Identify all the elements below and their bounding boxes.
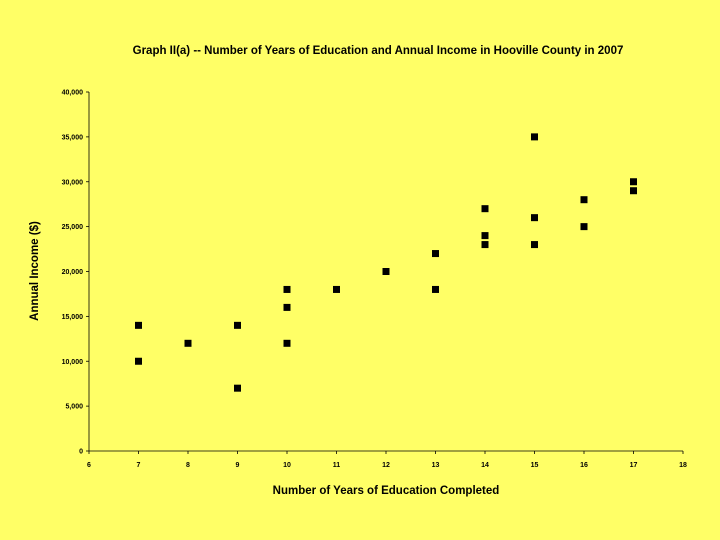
data-point bbox=[481, 232, 489, 240]
y-tick-label: 40,000 bbox=[62, 90, 84, 97]
x-tick-label: 18 bbox=[679, 462, 687, 469]
y-axis-ticks: 0 5,000 10,000 15,000 20,000 25,000 30,000 35,0… bbox=[62, 90, 89, 456]
x-tick-label: 7 bbox=[137, 462, 141, 469]
x-tick-label: 9 bbox=[236, 462, 240, 469]
data-point bbox=[382, 268, 390, 275]
data-point bbox=[283, 339, 291, 347]
data-point bbox=[184, 339, 192, 347]
data-point bbox=[432, 285, 439, 293]
y-tick-label: 15,000 bbox=[62, 314, 84, 321]
data-point bbox=[531, 214, 538, 222]
data-point bbox=[234, 384, 241, 392]
chart-title: Graph II(a) -- Number of Years of Educat… bbox=[133, 45, 624, 57]
data-point bbox=[283, 303, 291, 311]
y-tick-label: 35,000 bbox=[62, 134, 84, 141]
y-tick-label: 30,000 bbox=[62, 179, 84, 186]
y-axis-label: Annual Income ($) bbox=[29, 221, 41, 321]
x-tick-label: 13 bbox=[432, 462, 440, 469]
data-point bbox=[234, 321, 241, 329]
x-tick-label: 15 bbox=[531, 462, 539, 469]
y-tick-label: 10,000 bbox=[62, 359, 84, 366]
data-point bbox=[135, 357, 142, 365]
x-tick-label: 12 bbox=[382, 462, 390, 469]
data-point bbox=[283, 285, 291, 293]
y-tick-label: 5,000 bbox=[65, 404, 83, 411]
x-tick-label: 8 bbox=[186, 462, 190, 469]
data-point bbox=[481, 205, 489, 213]
data-point bbox=[630, 187, 637, 195]
x-tick-label: 14 bbox=[481, 462, 489, 469]
data-point bbox=[531, 133, 538, 141]
x-tick-label: 16 bbox=[580, 462, 588, 469]
data-point bbox=[630, 178, 637, 186]
data-points bbox=[135, 133, 637, 392]
data-point bbox=[580, 196, 588, 204]
data-point bbox=[481, 241, 489, 249]
data-point bbox=[580, 223, 588, 231]
y-tick-label: 0 bbox=[79, 449, 83, 456]
y-tick-label: 20,000 bbox=[62, 269, 84, 276]
data-point bbox=[432, 250, 439, 258]
x-tick-label: 11 bbox=[333, 462, 341, 469]
data-point bbox=[135, 321, 142, 329]
x-axis-label: Number of Years of Education Completed bbox=[273, 485, 500, 497]
x-tick-label: 17 bbox=[630, 462, 638, 469]
data-point bbox=[531, 241, 538, 249]
x-tick-label: 6 bbox=[87, 462, 91, 469]
y-tick-label: 25,000 bbox=[62, 224, 84, 231]
x-axis-ticks: 6 7 8 9 10 11 12 13 14 15 16 17 18 bbox=[87, 451, 687, 469]
data-point bbox=[333, 285, 340, 293]
plot-area: 0 5,000 10,000 15,000 20,000 25,000 30,000 35,0… bbox=[62, 90, 687, 470]
x-tick-label: 10 bbox=[283, 462, 291, 469]
